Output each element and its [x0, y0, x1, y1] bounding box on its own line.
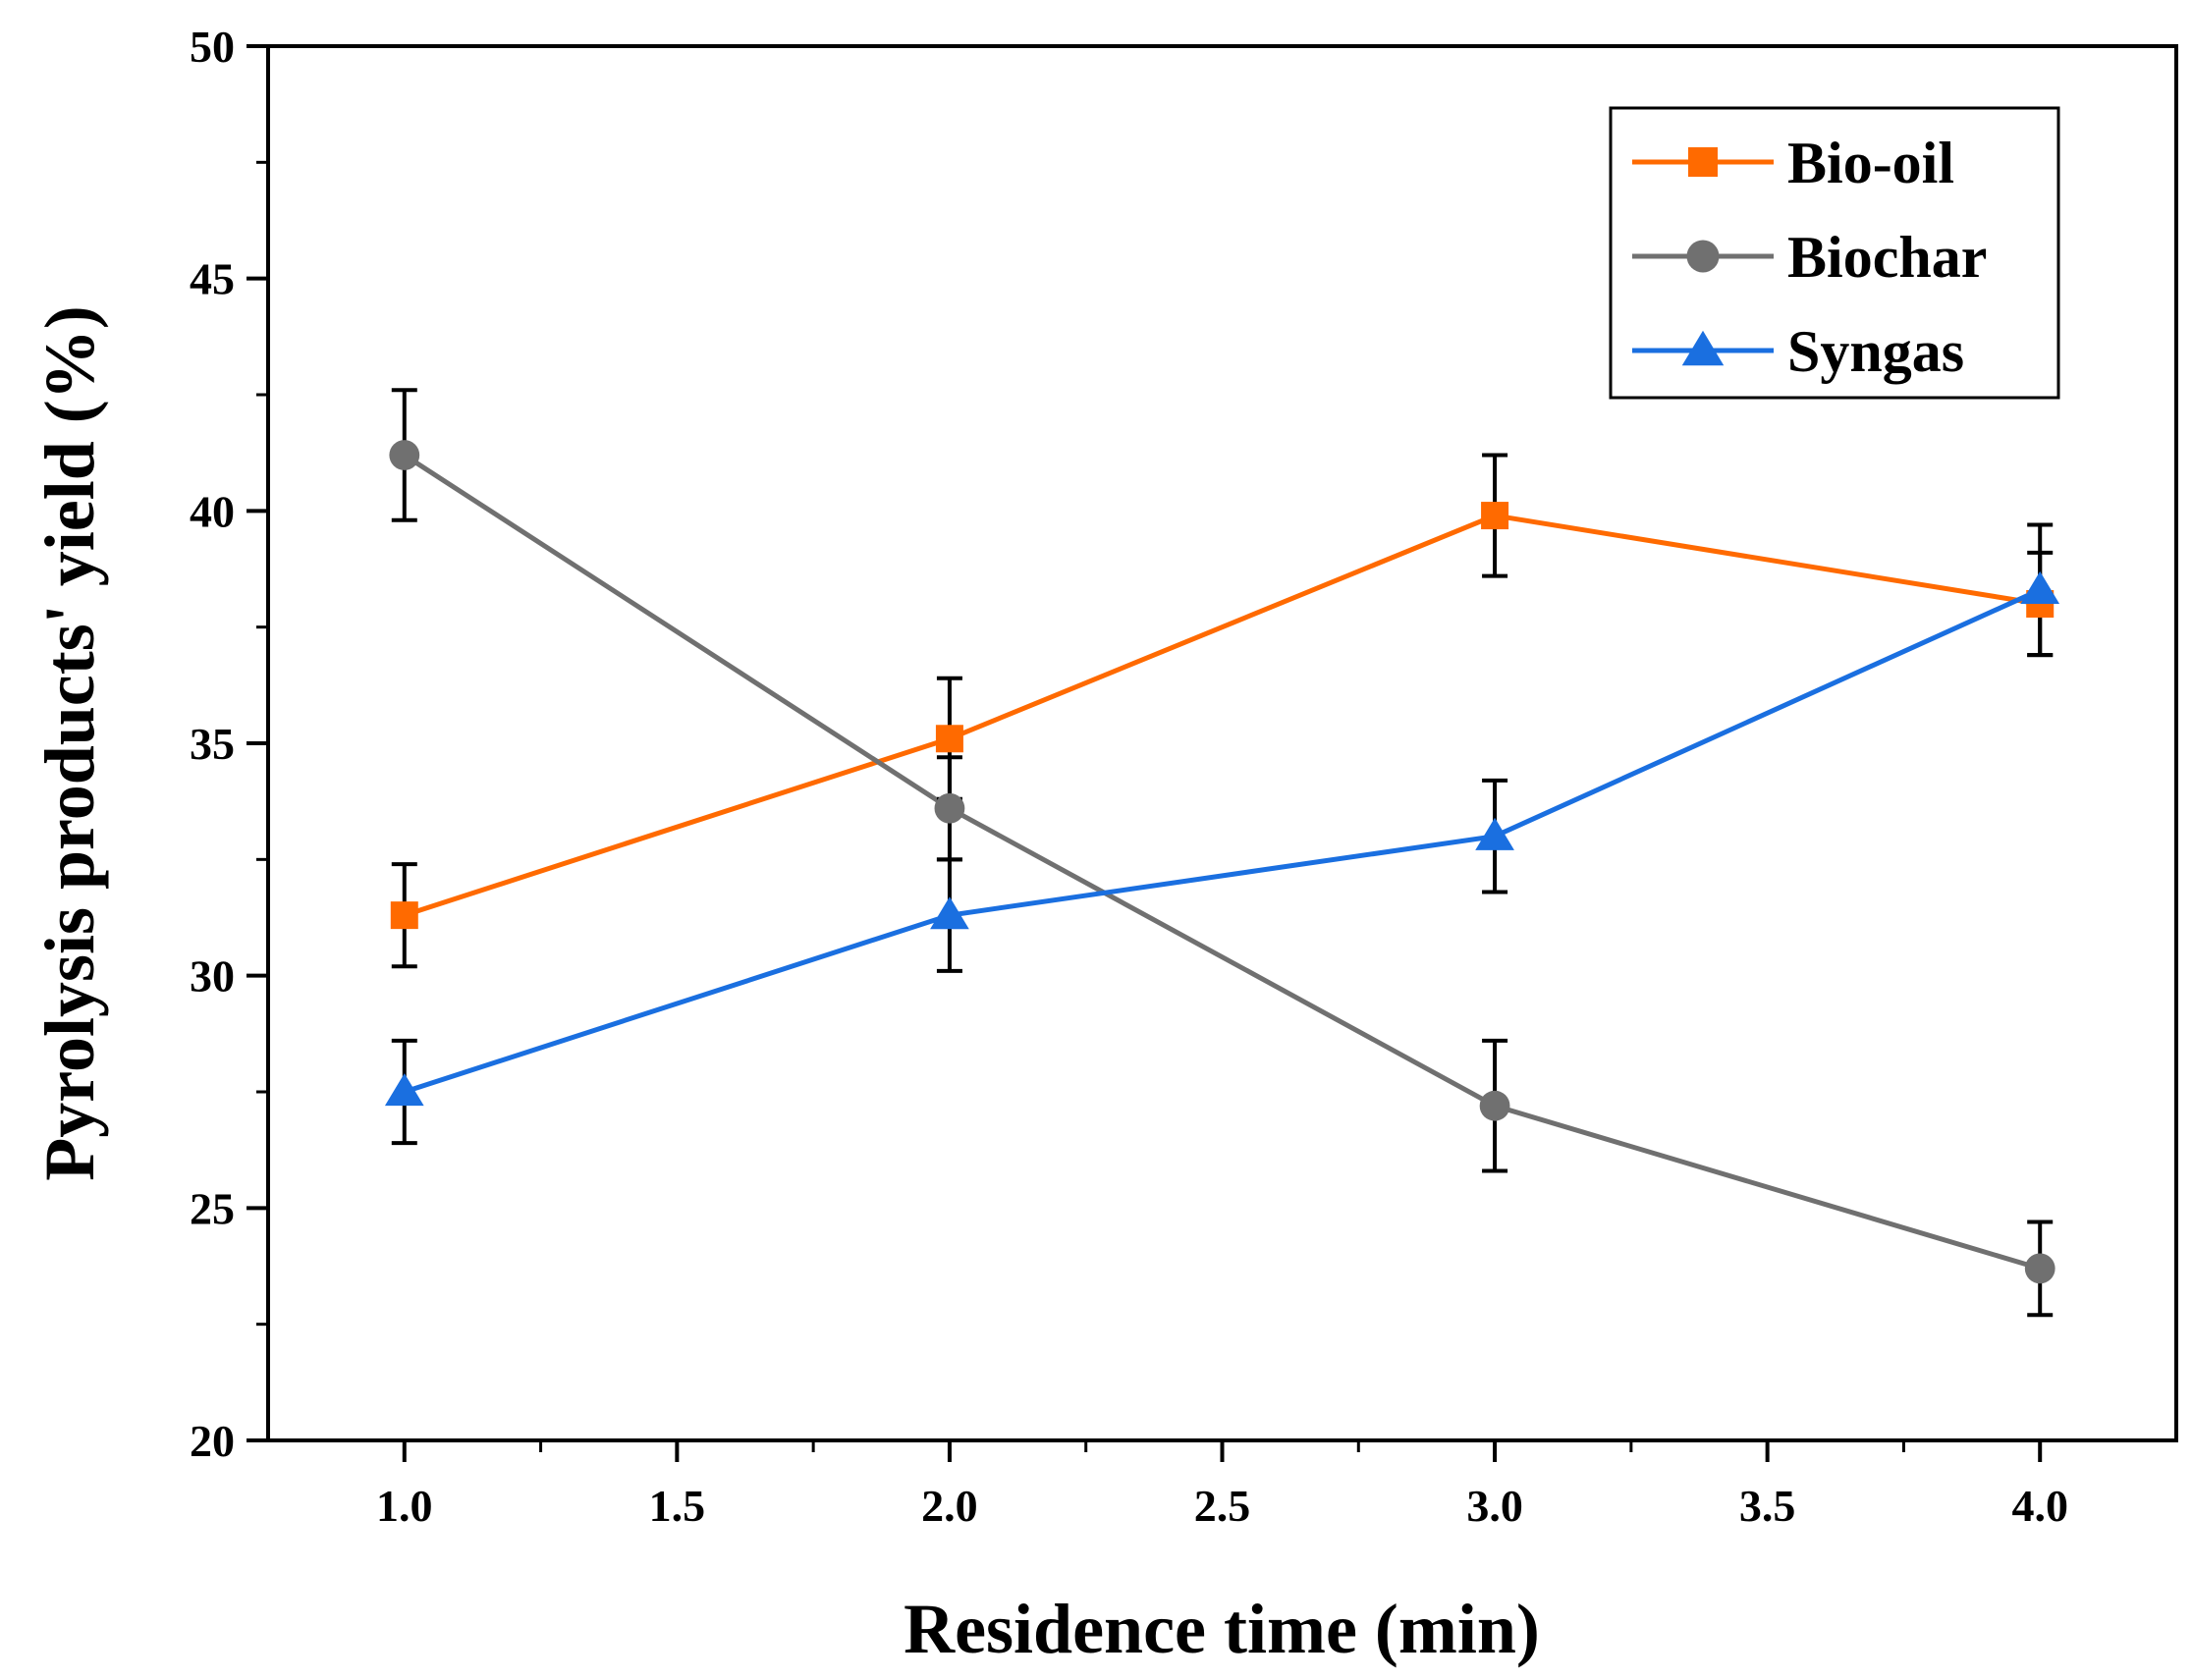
- y-tick-label: 35: [190, 719, 235, 769]
- data-point-syngas: [1475, 817, 1514, 850]
- data-point-biochar: [2024, 1253, 2055, 1284]
- y-tick-label: 50: [190, 22, 235, 72]
- x-tick-label: 3.5: [1739, 1481, 1796, 1531]
- legend-label-bio-oil: Bio-oil: [1787, 131, 1954, 195]
- series-line-syngas: [404, 587, 2042, 1095]
- data-markers: [384, 440, 2060, 1284]
- legend-marker-bio-oil: [1688, 147, 1718, 177]
- series-line-biochar: [403, 453, 2041, 1272]
- data-point-bio-oil: [390, 901, 418, 930]
- legend-marker-syngas: [1681, 330, 1725, 366]
- y-axis-ticks: 20 25 30 35 40 45 50: [190, 22, 268, 1466]
- x-tick-label: 3.0: [1466, 1481, 1523, 1531]
- y-axis-title: Pyrolysis products' yield (%): [30, 305, 109, 1180]
- y-tick-label: 45: [190, 254, 235, 304]
- series-lines: [403, 453, 2042, 1272]
- data-point-syngas: [2020, 570, 2060, 604]
- y-tick-label: 25: [190, 1183, 235, 1233]
- data-point-syngas: [384, 1073, 424, 1107]
- y-tick-label: 40: [190, 486, 235, 536]
- y-tick-label: 30: [190, 951, 235, 1002]
- y-tick-label: 20: [190, 1416, 235, 1466]
- x-axis-title: Residence time (min): [904, 1590, 1540, 1668]
- x-tick-label: 2.5: [1194, 1481, 1251, 1531]
- data-point-biochar: [934, 792, 965, 824]
- data-point-biochar: [1479, 1090, 1510, 1121]
- x-tick-label: 4.0: [2011, 1481, 2068, 1531]
- legend: Bio-oil Biochar Syngas: [1609, 106, 2060, 400]
- legend-label-biochar: Biochar: [1787, 225, 1987, 290]
- x-tick-label: 1.0: [376, 1481, 433, 1531]
- x-tick-label: 2.0: [921, 1481, 978, 1531]
- legend-marker-biochar: [1686, 240, 1720, 273]
- x-axis-ticks: 1.0 1.5 2.0 2.5 3.0 3.5 4.0: [376, 1440, 2068, 1531]
- data-point-bio-oil: [935, 725, 963, 753]
- data-point-bio-oil: [1481, 502, 1509, 530]
- data-point-biochar: [389, 440, 420, 470]
- data-point-syngas: [930, 896, 969, 930]
- series-line-bio-oil: [404, 513, 2041, 918]
- x-tick-label: 1.5: [649, 1481, 706, 1531]
- error-bars: [391, 388, 2054, 1318]
- legend-label-syngas: Syngas: [1787, 319, 1964, 384]
